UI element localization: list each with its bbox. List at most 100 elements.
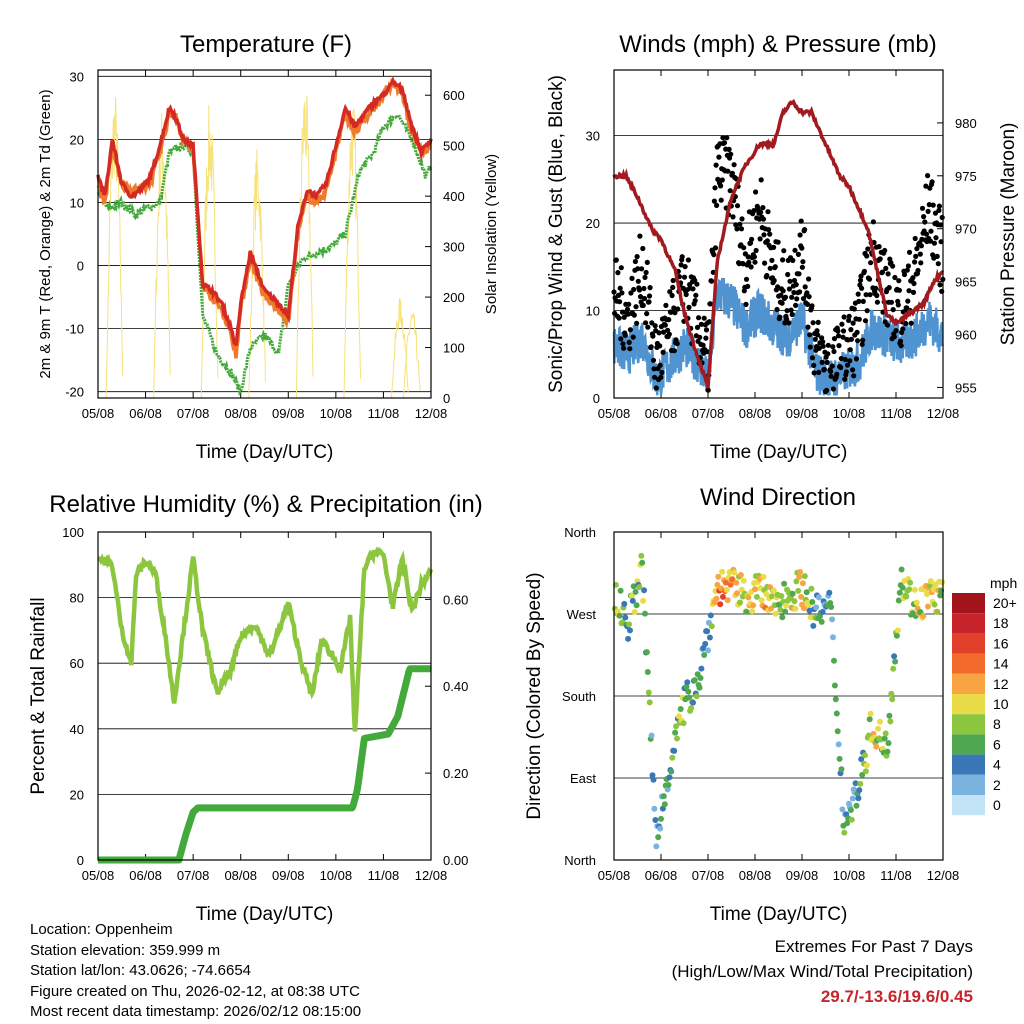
- gust-point: [643, 320, 649, 326]
- gust-point: [842, 356, 848, 363]
- gust-point: [854, 329, 860, 335]
- gust-point: [733, 222, 739, 228]
- direction-point: [778, 593, 785, 599]
- gust-point: [855, 338, 861, 344]
- gust-point: [737, 221, 743, 227]
- direction-point: [724, 597, 731, 604]
- gust-point: [789, 311, 795, 318]
- gust-point: [846, 313, 852, 319]
- direction-point: [633, 602, 640, 609]
- gust-point: [779, 300, 785, 306]
- direction-point: [783, 602, 789, 609]
- y-tick-label: 80: [70, 591, 84, 606]
- direction-point: [743, 608, 750, 615]
- direction-point: [809, 599, 816, 605]
- direction-point: [911, 586, 918, 593]
- gust-point: [901, 271, 908, 278]
- direction-point: [855, 795, 862, 802]
- gust-point: [842, 376, 848, 382]
- direction-point: [655, 834, 662, 841]
- direction-point: [835, 741, 842, 748]
- gust-point: [758, 209, 764, 215]
- direction-point: [737, 599, 743, 606]
- direction-point: [813, 604, 820, 611]
- x-tick-label: 11/08: [880, 868, 912, 883]
- gust-point: [765, 209, 771, 215]
- direction-point: [708, 623, 715, 630]
- gust-point: [897, 338, 904, 344]
- gust-point: [637, 294, 644, 300]
- gust-point: [851, 306, 857, 312]
- gust-point: [682, 264, 688, 270]
- direction-point: [734, 590, 741, 597]
- direction-point: [782, 608, 789, 615]
- gust-point: [616, 315, 622, 321]
- gust-point: [834, 371, 840, 377]
- direction-point: [657, 825, 664, 832]
- gust-point: [716, 154, 722, 160]
- direction-point: [760, 573, 767, 580]
- gust-point: [631, 312, 637, 318]
- gust-point: [824, 387, 830, 393]
- y-tick-label: East: [570, 771, 596, 786]
- info-timestamp: Most recent data timestamp: 2026/02/12 0…: [30, 1003, 362, 1021]
- x-tick-label: 12/08: [927, 868, 960, 883]
- x-tick-label: 12/08: [415, 406, 448, 421]
- extremes-subtitle: (High/Low/Max Wind/Total Precipitation): [671, 962, 973, 981]
- gust-point: [730, 214, 736, 220]
- direction-point: [836, 755, 843, 762]
- legend-label: 6: [993, 736, 1001, 752]
- gust-point: [622, 332, 628, 338]
- direction-point: [863, 762, 870, 769]
- gust-point: [910, 275, 916, 281]
- gust-point: [781, 248, 787, 254]
- panel-2: Winds (mph) & Pressure (mb) 05/08 06/08 07/…: [546, 31, 1019, 463]
- gust-point: [658, 374, 664, 380]
- y-tick-label: 30: [70, 69, 84, 84]
- y-tick-label-right: 955: [955, 380, 977, 395]
- x-tick-label: 05/08: [598, 406, 631, 421]
- legend-swatch: [952, 593, 985, 614]
- direction-point: [792, 605, 799, 612]
- gust-point: [749, 236, 755, 242]
- panel-1: Temperature (F) 05/08 06/08 07/08 08/08 09/08…: [37, 31, 500, 463]
- gust-point: [926, 202, 932, 208]
- gust-point: [657, 343, 663, 349]
- legend-swatch: [952, 613, 985, 634]
- x-axis-label: Time (Day/UTC): [710, 904, 848, 925]
- direction-point: [631, 609, 638, 615]
- gust-point: [795, 251, 802, 257]
- gust-point: [634, 320, 640, 326]
- solar-insolation-peak: [402, 313, 421, 399]
- gust-point: [865, 246, 871, 252]
- gust-point: [775, 284, 781, 290]
- direction-point: [853, 802, 860, 809]
- direction-point: [795, 587, 802, 594]
- direction-point: [693, 693, 700, 700]
- gust-point: [830, 386, 837, 392]
- gust-point: [790, 257, 796, 263]
- gust-point: [858, 273, 864, 279]
- gust-point: [825, 351, 831, 357]
- speed-legend: mph 20+ 18 16 14 12 10 8 6 4 2 0: [952, 575, 1017, 816]
- gust-point: [643, 269, 649, 276]
- direction-point: [875, 725, 882, 732]
- legend-label: 2: [993, 777, 1001, 793]
- gust-point: [864, 308, 870, 314]
- y-tick-label: 100: [62, 525, 84, 540]
- gust-point: [841, 314, 847, 320]
- direction-point: [752, 586, 758, 593]
- gust-point: [847, 347, 853, 353]
- gust-point: [810, 320, 816, 326]
- extremes-title: Extremes For Past 7 Days: [774, 937, 973, 956]
- solar-insolation-peak: [248, 148, 266, 399]
- direction-point: [866, 716, 873, 723]
- direction-point: [856, 787, 863, 794]
- gust-point: [704, 349, 710, 355]
- x-tick-label: 06/08: [645, 406, 678, 421]
- direction-point: [652, 817, 659, 823]
- gust-point: [647, 285, 653, 291]
- gust-point: [652, 374, 658, 380]
- gust-point: [797, 289, 803, 295]
- y-tick-label-right: 0.40: [443, 679, 468, 694]
